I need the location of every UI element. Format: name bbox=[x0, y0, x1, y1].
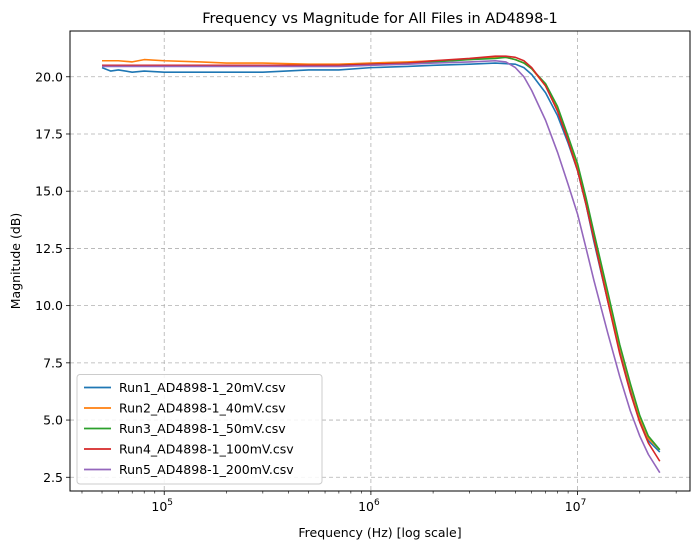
chart-title: Frequency vs Magnitude for All Files in … bbox=[202, 11, 558, 27]
x-tick-label: 107 bbox=[565, 498, 587, 514]
plot-frame bbox=[69, 30, 691, 492]
series-line-4 bbox=[102, 55, 661, 462]
axis-ticks: 2.5 5.0 7.5 10.0 12.5 15.0 17.5 20.0 105 106 107 bbox=[35, 69, 677, 514]
legend-label: Run1_AD4898-1_20mV.csv bbox=[119, 380, 286, 395]
series-line-5 bbox=[102, 59, 661, 474]
y-tick-label: 12.5 bbox=[35, 241, 63, 256]
x-tick-label: 105 bbox=[151, 498, 173, 514]
grid bbox=[70, 31, 690, 491]
y-tick-label: 20.0 bbox=[35, 69, 63, 84]
legend-label: Run4_AD4898-1_100mV.csv bbox=[119, 442, 294, 457]
series-lines bbox=[101, 55, 661, 474]
legend-label: Run3_AD4898-1_50mV.csv bbox=[119, 421, 286, 436]
y-tick-label: 17.5 bbox=[35, 126, 63, 141]
legend-label: Run2_AD4898-1_40mV.csv bbox=[119, 401, 286, 416]
y-tick-label: 5.0 bbox=[43, 413, 63, 428]
x-tick-label: 106 bbox=[358, 498, 380, 514]
x-axis-label: Frequency (Hz) [log scale] bbox=[298, 525, 461, 540]
y-tick-label: 10.0 bbox=[35, 298, 63, 313]
legend: Run1_AD4898-1_20mV.csv Run2_AD4898-1_40mV… bbox=[76, 374, 323, 485]
legend-label: Run5_AD4898-1_200mV.csv bbox=[119, 462, 294, 477]
y-axis-label: Magnitude (dB) bbox=[8, 213, 23, 309]
y-tick-label: 7.5 bbox=[43, 355, 63, 370]
y-tick-label: 15.0 bbox=[35, 184, 63, 199]
y-tick-label: 2.5 bbox=[43, 470, 63, 485]
legend-box bbox=[76, 374, 323, 485]
